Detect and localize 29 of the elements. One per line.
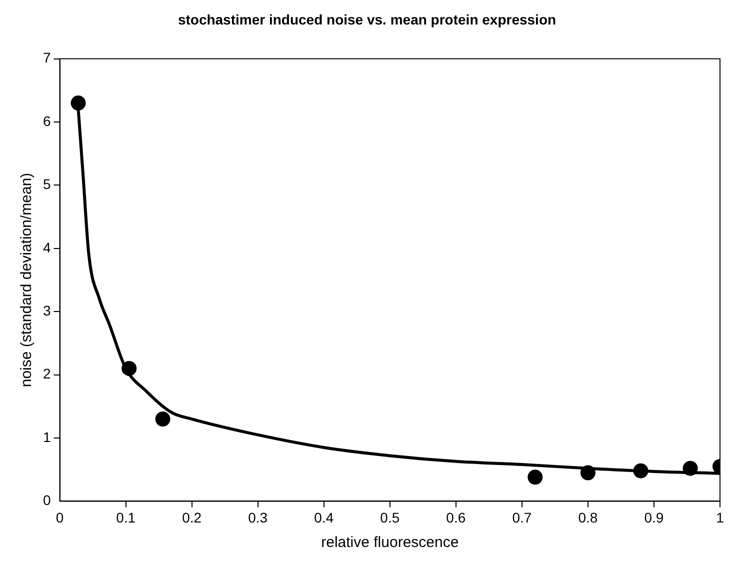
y-axis-title: noise (standard deviation/mean)	[18, 172, 36, 388]
point	[155, 412, 170, 427]
x-tick-label: 0.5	[380, 509, 400, 526]
x-tick-label: 0.7	[512, 509, 532, 526]
x-axis-title: relative fluorescence	[321, 534, 459, 552]
point	[682, 460, 698, 476]
x-tick-label: 0.2	[182, 509, 202, 526]
x-tick-label: 1	[716, 509, 724, 526]
y-tick-label: 4	[42, 239, 51, 256]
x-tick-label: 0	[56, 509, 64, 526]
y-tick-label: 6	[42, 112, 51, 129]
point	[70, 96, 86, 111]
point	[122, 360, 137, 376]
point	[528, 470, 543, 485]
x-tick-label: 0.3	[248, 509, 268, 526]
x-tick-label: 0.8	[578, 509, 598, 526]
y-tick-label: 7	[42, 50, 51, 66]
y-tick-label: 0	[42, 492, 51, 508]
chart-title: stochastimer induced noise vs. mean protein expression	[178, 11, 556, 28]
x-tick-label: 0.6	[446, 509, 466, 526]
x-tick-label: 0.9	[644, 509, 664, 526]
x-tick-label: 0.1	[116, 509, 136, 526]
y-tick-label: 5	[42, 176, 51, 192]
y-tick-label: 1	[42, 428, 51, 445]
x-tick-label: 0.4	[314, 509, 334, 526]
y-tick-label: 2	[42, 366, 51, 382]
point	[633, 463, 648, 478]
point	[580, 465, 596, 480]
y-tick-label: 3	[42, 302, 51, 318]
